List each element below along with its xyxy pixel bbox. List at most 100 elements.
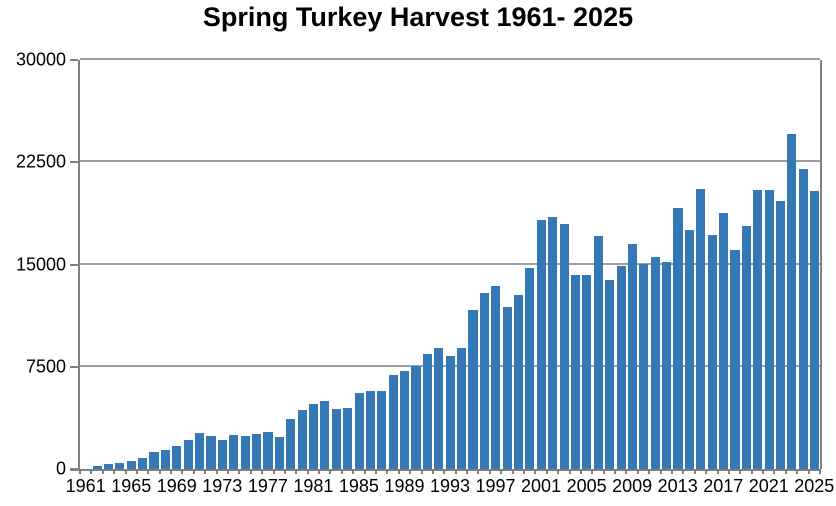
bar-2001 <box>536 219 546 469</box>
x-axis-tick <box>636 469 639 474</box>
bar-1994 <box>457 347 467 469</box>
x-axis-label-1989: 1989 <box>384 476 425 496</box>
bar-slot-2022 <box>775 60 786 469</box>
y-axis-label-22500: 22500 <box>15 151 66 172</box>
bar-slot-1967 <box>148 60 159 469</box>
y-axis-label-15000: 15000 <box>15 254 66 274</box>
bar-slot-1992 <box>433 60 444 469</box>
bar-1986 <box>365 391 376 469</box>
x-axis-tick <box>545 469 548 474</box>
bar-1992 <box>434 347 444 469</box>
x-axis-tick <box>557 469 560 474</box>
x-axis-label-2001: 2001 <box>521 476 562 496</box>
bar-slot-1998 <box>501 60 512 469</box>
x-axis-label-1965: 1965 <box>111 476 152 496</box>
bar-1997 <box>491 286 501 469</box>
bar-1983 <box>331 408 341 469</box>
bar-1990 <box>411 366 421 469</box>
x-axis-tick <box>796 469 799 474</box>
bar-slot-2011 <box>650 60 661 469</box>
bar-2016 <box>707 235 717 469</box>
chart-title: Spring Turkey Harvest 1961- 2025 <box>202 2 634 32</box>
x-axis-tick <box>568 469 571 474</box>
bar-1980 <box>297 410 307 469</box>
bar-slot-1968 <box>160 60 171 469</box>
x-axis-tick <box>807 469 810 474</box>
bar-slot-2006 <box>593 60 604 469</box>
bar-slot-2014 <box>684 60 695 469</box>
bar-2024 <box>798 169 808 469</box>
x-axis-tick <box>591 469 594 474</box>
bar-slot-2008 <box>615 60 626 469</box>
bar-2002 <box>548 217 558 469</box>
bar-2013 <box>673 207 683 469</box>
bar-slot-1991 <box>422 60 433 469</box>
x-axis-label-1997: 1997 <box>475 476 516 496</box>
bar-2008 <box>616 266 626 469</box>
x-axis-tick <box>272 469 275 474</box>
x-axis-tick <box>431 469 434 474</box>
x-axis-tick <box>283 469 286 474</box>
x-axis-label-2021: 2021 <box>748 476 789 496</box>
x-axis-line <box>70 469 820 471</box>
y-axis-label-7500: 7500 <box>25 356 66 377</box>
bar-slot-1964 <box>114 60 125 469</box>
x-axis-label-1993: 1993 <box>429 476 471 496</box>
bar-2007 <box>605 279 615 469</box>
bar-2022 <box>775 201 786 469</box>
x-axis-tick <box>784 469 787 474</box>
x-axis-label-2005: 2005 <box>566 476 607 496</box>
bar-slot-1993 <box>445 60 456 469</box>
x-axis-tick <box>602 469 605 474</box>
bar-2017 <box>719 212 729 469</box>
bar-2025 <box>810 190 820 469</box>
x-axis-tick <box>352 469 355 474</box>
bar-2021 <box>764 189 774 469</box>
x-axis-tick <box>739 469 742 474</box>
x-axis-label-1969: 1969 <box>156 476 197 496</box>
bar-1988 <box>388 374 398 469</box>
bar-slot-1995 <box>467 60 478 469</box>
bar-slot-2017 <box>718 60 729 469</box>
x-axis-tick <box>147 469 150 474</box>
plot-area: 0 7500 15000 22500 30000 1961 1965 1969 1973 1977… <box>16 50 834 497</box>
bar-slot-1977 <box>262 60 273 469</box>
bar-1968 <box>160 450 170 469</box>
y-axis-label-0: 0 <box>55 458 66 479</box>
x-axis-tick <box>79 469 81 474</box>
bar-1969 <box>172 445 182 469</box>
bar-2014 <box>684 230 694 469</box>
bar-slot-2012 <box>661 60 672 469</box>
bar-slot-1981 <box>308 60 319 469</box>
bar-slot-1979 <box>285 60 296 469</box>
x-axis-label-1961: 1961 <box>65 476 106 496</box>
bar-slot-1984 <box>342 60 353 469</box>
bar-1977 <box>263 431 273 469</box>
gridline-30000 <box>80 58 820 60</box>
bar-slot-1996 <box>479 60 490 469</box>
x-axis-label-1973: 1973 <box>202 476 243 496</box>
x-axis-tick <box>523 469 525 474</box>
bar-2009 <box>627 243 637 469</box>
x-axis-tick <box>158 469 161 474</box>
x-axis-tick <box>477 469 480 474</box>
bar-1975 <box>240 436 250 469</box>
bar-1963 <box>103 463 114 469</box>
bar-1965 <box>126 460 136 469</box>
x-axis-tick <box>466 469 469 474</box>
bar-slot-1976 <box>251 60 262 469</box>
bar-2010 <box>639 263 649 469</box>
x-axis-tick <box>397 469 400 474</box>
bar-1974 <box>229 434 239 469</box>
bar-slot-1975 <box>239 60 250 469</box>
bar-2011 <box>650 256 660 469</box>
x-axis-tick <box>773 469 776 474</box>
bar-1989 <box>400 371 410 469</box>
bar-slot-1974 <box>228 60 239 469</box>
x-axis-tick <box>443 469 446 474</box>
bar-slot-1985 <box>353 60 364 469</box>
bar-slot-1962 <box>91 60 102 469</box>
x-axis-tick <box>750 469 753 474</box>
bar-slot-1969 <box>171 60 182 469</box>
x-axis-tick <box>204 469 207 474</box>
